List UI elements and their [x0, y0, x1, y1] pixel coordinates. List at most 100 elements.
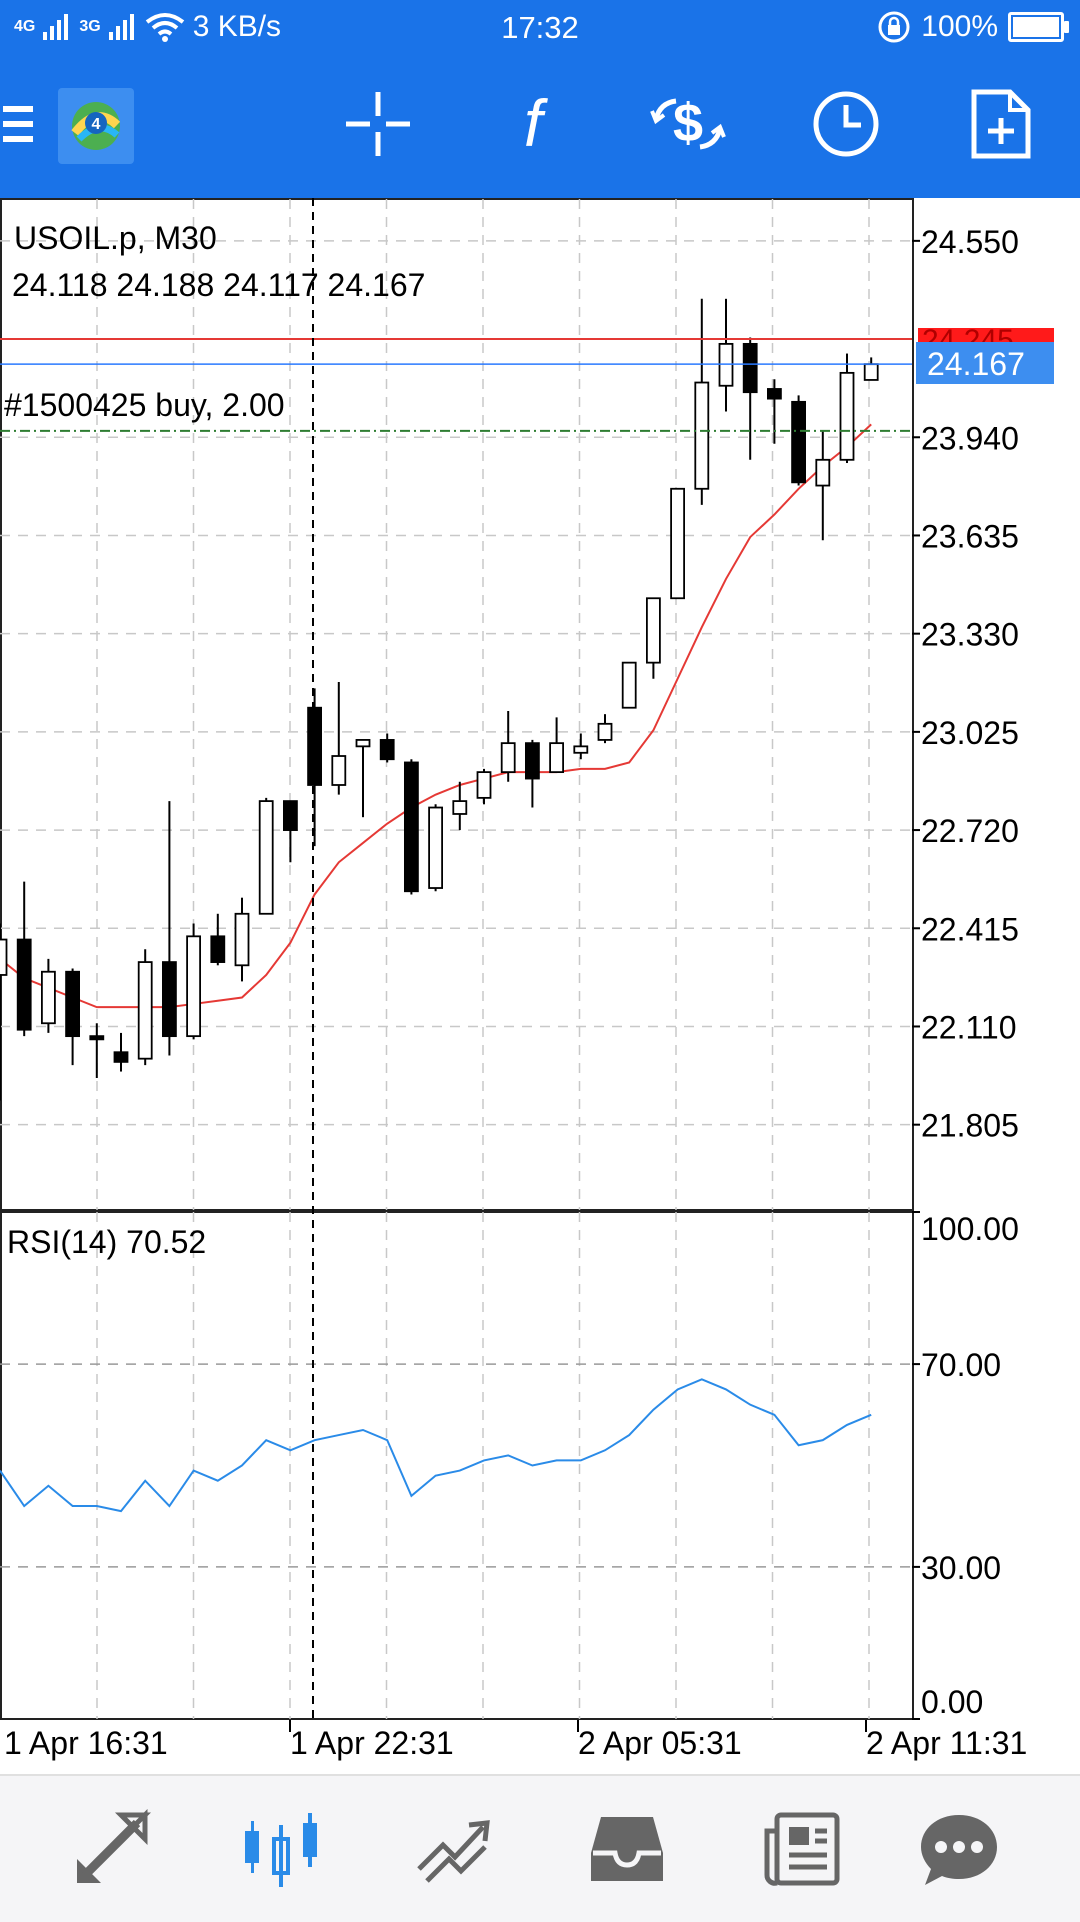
- time-label-4: 2 Apr 11:31: [866, 1725, 1027, 1761]
- history-icon: [591, 1817, 663, 1881]
- bull-candle: [646, 597, 661, 664]
- nav-trade[interactable]: [408, 1804, 498, 1894]
- symbol-timeframe: USOIL.p, M30: [14, 220, 217, 256]
- bear-candle: [161, 961, 177, 1038]
- bull-candle: [0, 938, 8, 976]
- crosshair-icon: [346, 92, 410, 156]
- bull-candle: [186, 935, 202, 1038]
- bear-candle: [282, 800, 298, 831]
- bear-candle: [742, 342, 758, 394]
- nav-chat[interactable]: [914, 1804, 1004, 1894]
- current-price-label: 24.167: [927, 346, 1025, 382]
- trade-button[interactable]: $: [648, 84, 728, 164]
- rsi-level-label: 70.00: [921, 1347, 1001, 1383]
- bull-candle: [597, 722, 613, 741]
- rsi-indicator: [0, 1378, 872, 1513]
- price-label: 22.110: [921, 1009, 1017, 1045]
- timeframe-button[interactable]: [806, 84, 886, 164]
- price-label: 24.550: [921, 224, 1019, 260]
- battery-icon: [1008, 12, 1069, 42]
- news-icon: [764, 1812, 840, 1886]
- current-price-marker: [916, 342, 1054, 384]
- network-speed: 3 KB/s: [192, 10, 282, 43]
- rotation-lock-icon: [878, 11, 910, 43]
- bear-candle: [525, 742, 540, 780]
- price-label: 23.025: [921, 715, 1019, 751]
- svg-text:$: $: [673, 93, 703, 153]
- chart-toolbar: 4 f $: [0, 56, 1080, 198]
- price-label: 23.940: [921, 420, 1019, 456]
- bear-candle: [307, 706, 323, 786]
- price-axis: 24.550 23.940 23.635 23.330 23.025 22.720 22.4…: [912, 224, 1019, 1144]
- bull-candle: [476, 771, 492, 799]
- nav-history[interactable]: [582, 1804, 672, 1894]
- price-pane-frame: [0, 198, 914, 1211]
- nav-chart[interactable]: [236, 1804, 326, 1894]
- crosshair-button[interactable]: [338, 84, 418, 164]
- nav-quotes[interactable]: [66, 1804, 156, 1894]
- bull-candle: [670, 487, 685, 600]
- time-label-3: 2 Apr 05:31: [578, 1725, 742, 1761]
- bull-candle: [573, 745, 589, 754]
- price-label: 22.415: [921, 911, 1019, 947]
- wifi-icon: [145, 13, 184, 42]
- svg-text:4: 4: [92, 116, 101, 133]
- status-bar: 4G 3G 3 KB/s 17:32 100%: [0, 0, 1080, 56]
- chart-canvas[interactable]: USOIL.p, M30 24.118 24.188 24.117 24.167…: [0, 198, 1080, 1770]
- trade-icon: [417, 1820, 490, 1883]
- bear-candle: [89, 1035, 105, 1041]
- price-label: 23.635: [921, 518, 1019, 554]
- signal-3g-icon: 3G: [79, 18, 101, 35]
- bull-candle: [331, 755, 347, 786]
- menu-icon: [3, 106, 33, 142]
- time-label-1: 1 Apr 16:31: [4, 1725, 168, 1761]
- bull-candle: [137, 961, 153, 1060]
- rsi-level-label: 0.00: [921, 1684, 983, 1720]
- status-right: 100%: [877, 10, 1069, 44]
- price-lines: [0, 338, 912, 432]
- bull-candle: [234, 912, 250, 967]
- bull-candle: [839, 371, 855, 461]
- mt4-logo: 4: [71, 102, 121, 150]
- bull-candle: [694, 381, 710, 490]
- indicators-icon: f: [524, 90, 549, 158]
- nav-news[interactable]: [756, 1804, 846, 1894]
- chart-area[interactable]: USOIL.p, M30 24.118 24.188 24.117 24.167…: [0, 198, 1080, 1770]
- candles: [0, 298, 879, 1101]
- time-label-2: 1 Apr 22:31: [290, 1725, 454, 1761]
- bottom-navigation: [0, 1774, 1080, 1922]
- rsi-pane-frame: [0, 1211, 914, 1720]
- bear-candle: [403, 761, 419, 893]
- new-order-icon: $: [650, 93, 726, 153]
- chat-icon: [921, 1815, 997, 1885]
- status-left: 4G 3G 3 KB/s: [14, 10, 281, 44]
- bear-candle: [113, 1051, 129, 1063]
- bull-candle: [815, 458, 831, 487]
- rsi-level-label: 30.00: [921, 1550, 1001, 1586]
- rsi-axis: 100.00 70.00 30.00 0.00: [912, 1211, 1019, 1720]
- bear-candle: [379, 739, 395, 761]
- bear-candle: [16, 938, 32, 1031]
- price-label: 22.720: [921, 813, 1019, 849]
- quotes-icon: [77, 1809, 151, 1883]
- bear-candle: [791, 400, 806, 484]
- bull-candle: [428, 806, 444, 889]
- indicators-button[interactable]: f: [493, 84, 573, 164]
- ohlc-values: 24.118 24.188 24.117 24.167: [12, 267, 425, 303]
- chart-icon: [245, 1813, 317, 1887]
- battery-percent: 100%: [921, 10, 998, 43]
- bull-candle: [258, 800, 274, 915]
- bull-candle: [500, 742, 516, 774]
- bull-candle: [452, 800, 468, 815]
- signal-bars-icon: [43, 14, 69, 40]
- order-label: #1500425 buy, 2.00: [4, 387, 285, 423]
- objects-button[interactable]: [961, 84, 1041, 164]
- menu-button[interactable]: [0, 84, 36, 164]
- rsi-label: RSI(14) 70.52: [7, 1224, 206, 1260]
- clock: 17:32: [501, 10, 579, 45]
- add-document-icon: [971, 89, 1031, 159]
- signal-4g-icon: 4G: [14, 18, 36, 35]
- signal-bars-icon: [108, 14, 134, 40]
- bull-candle: [863, 363, 879, 381]
- mt4-logo-button[interactable]: 4: [58, 88, 134, 164]
